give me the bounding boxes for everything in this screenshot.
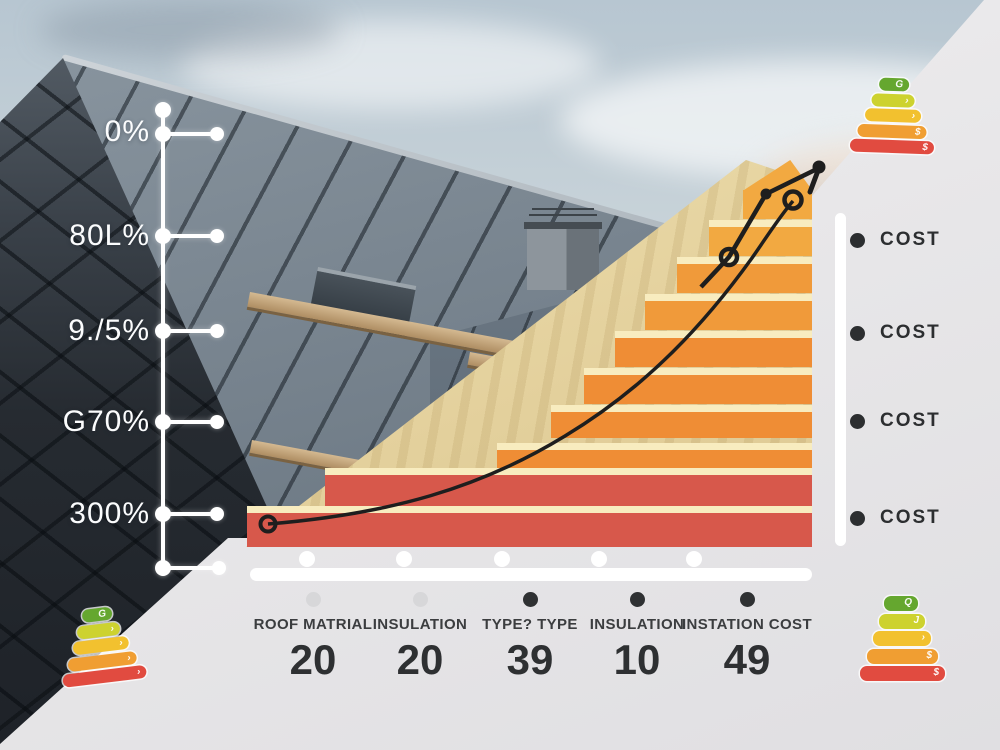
axis-tick-line: [165, 512, 215, 516]
energy-bar-red: $: [860, 666, 945, 681]
energy-bar-lime: ›: [871, 92, 915, 108]
insulation-stripe: [743, 190, 812, 219]
insulation-stripe: [584, 368, 812, 404]
insulation-stripe: [497, 443, 812, 470]
stat-label: TYPE? TYPE: [482, 616, 578, 633]
energy-pyramid-icon: G › › › ›: [54, 603, 149, 690]
stat-insulation-1: INSULATION 20: [340, 592, 500, 684]
cost-dot-icon: [850, 232, 865, 248]
cost-dot-icon: [850, 510, 865, 526]
cost-legend-item: COST: [850, 507, 941, 529]
y-axis-tick-label: 300%: [69, 497, 150, 530]
chimney-cap: [524, 222, 602, 229]
cloud-shape: [40, 0, 340, 60]
axis-tick-end: [210, 127, 224, 141]
y-axis-tick-label: G70%: [62, 405, 150, 438]
axis-tick-end: [210, 324, 224, 338]
axis-node: [155, 323, 171, 339]
axis-node: [155, 560, 171, 576]
stat-dot-icon: [412, 592, 428, 607]
y-axis-tick-label: 9./5%: [68, 314, 150, 347]
cost-dot-icon: [850, 413, 865, 429]
energy-bar-red: $: [849, 138, 935, 155]
insulation-stripe: [677, 257, 812, 293]
stat-label: INSTATION COST: [681, 616, 813, 633]
stat-roof-material: ROOF MATRIAL 20: [233, 592, 393, 684]
insulation-stripe: [325, 468, 812, 507]
cost-label: COST: [880, 507, 941, 528]
axis-node: [155, 414, 171, 430]
insulation-stripe: [645, 294, 812, 330]
cost-dot-icon: [850, 325, 865, 341]
stat-dot-icon: [629, 592, 645, 607]
stat-value: 20: [289, 636, 337, 683]
cost-label: COST: [880, 322, 941, 343]
axis-tick-line: [165, 566, 218, 570]
stat-value: 20: [396, 636, 444, 683]
chimney-rail: [529, 214, 597, 216]
axis-node: [155, 102, 171, 118]
insulation-stripe: [247, 506, 812, 547]
y-axis-line: [161, 108, 165, 576]
stat-type: TYPE? TYPE 39: [450, 592, 610, 684]
axis-node: [155, 506, 171, 522]
stat-value: 39: [506, 636, 554, 683]
cost-legend-item: COST: [850, 229, 941, 251]
cloud-shape: [180, 20, 600, 110]
baseline-dot: [591, 551, 607, 567]
cost-label: COST: [880, 229, 941, 250]
axis-tick-end: [212, 561, 226, 575]
cost-legend-item: COST: [850, 410, 941, 432]
energy-pyramid-icon: Q J › $ $: [860, 596, 946, 684]
insulation-stripe: [709, 220, 812, 256]
axis-tick-end: [210, 507, 224, 521]
axis-tick-line: [165, 329, 215, 333]
baseline-dot: [494, 551, 510, 567]
stat-dot-icon: [739, 592, 755, 607]
energy-bar-green: Q: [884, 596, 918, 611]
axis-node: [155, 126, 171, 142]
axis-tick-end: [210, 415, 224, 429]
stat-label: INSULATION: [589, 616, 685, 633]
energy-bar-yellow: ›: [873, 631, 931, 646]
axis-tick-line: [165, 132, 215, 136]
chimney-rail: [532, 208, 594, 210]
energy-bar-green: G: [878, 77, 910, 92]
y-axis-tick-label: 80L%: [69, 219, 150, 252]
baseline-dot: [686, 551, 702, 567]
axis-node: [155, 228, 171, 244]
energy-bar-orange: $: [857, 123, 927, 139]
stat-value: 49: [723, 636, 771, 683]
stat-value: 10: [613, 636, 661, 683]
stat-dot-icon: [522, 592, 538, 607]
chimney: [524, 208, 602, 290]
stat-dot-icon: [305, 592, 321, 607]
stat-label: INSULATION: [372, 616, 468, 633]
baseline-dot: [396, 551, 412, 567]
y-axis-tick-label: 0%: [104, 115, 150, 148]
energy-pyramid-icon: G › › $ $: [849, 77, 938, 157]
energy-bar-green: G: [81, 606, 113, 624]
cost-legend-item: COST: [850, 322, 941, 344]
cost-label: COST: [880, 410, 941, 431]
energy-bar-lime: J: [879, 613, 925, 629]
axis-tick-end: [210, 229, 224, 243]
stat-label: ROOF MATRIAL: [253, 616, 373, 633]
stat-installation-cost: INSTATION COST 49: [667, 592, 827, 684]
baseline-bar: [250, 568, 812, 581]
insulation-stripe: [615, 331, 812, 367]
stat-insulation-2: INSULATION 10: [557, 592, 717, 684]
energy-bar-yellow: ›: [864, 108, 922, 123]
axis-tick-line: [165, 420, 215, 424]
energy-bar-orange: $: [867, 648, 938, 664]
baseline-dot: [299, 551, 315, 567]
axis-tick-line: [165, 234, 215, 238]
insulation-stripe: [551, 405, 812, 438]
cost-panel-bar: [835, 213, 846, 546]
